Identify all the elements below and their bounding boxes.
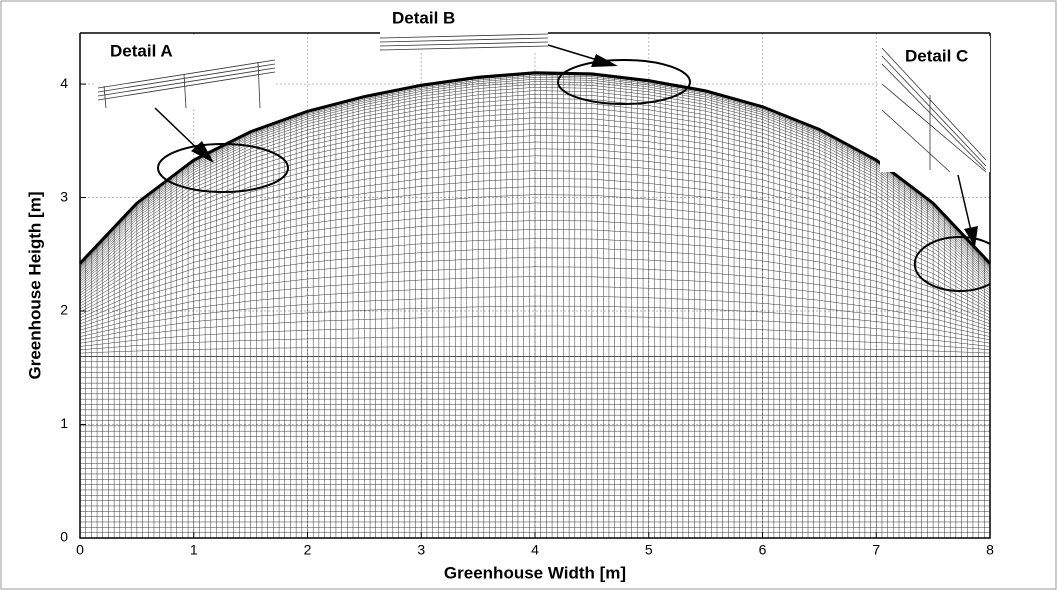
mesh-line bbox=[79, 81, 991, 267]
axes: 0 1 2 3 4 5 6 7 8 0 1 2 3 4 Greenhouse Width [m] Greenh… bbox=[25, 32, 994, 582]
mesh-line bbox=[79, 123, 991, 281]
mesh-line bbox=[79, 346, 991, 354]
mesh-line bbox=[79, 78, 991, 266]
arrow-heads bbox=[191, 54, 978, 247]
x-tick-label: 6 bbox=[759, 542, 767, 558]
mesh-line bbox=[79, 315, 991, 344]
annotation: Detail A bbox=[110, 41, 173, 60]
mesh-line bbox=[79, 90, 991, 270]
mesh-line bbox=[79, 220, 991, 313]
mesh-line bbox=[79, 211, 991, 310]
y-tick-label: 0 bbox=[60, 529, 68, 545]
mesh-line bbox=[79, 325, 991, 347]
x-axis-title: Greenhouse Width [m] bbox=[444, 563, 626, 582]
inset-c-lines bbox=[881, 47, 987, 173]
x-tick-label: 3 bbox=[417, 542, 425, 558]
y-tick-label: 2 bbox=[60, 302, 68, 318]
mesh-line bbox=[79, 276, 991, 331]
mesh-line bbox=[79, 98, 991, 272]
mesh-line bbox=[79, 94, 991, 271]
annotation: Detail C bbox=[905, 46, 968, 65]
mesh-line bbox=[79, 155, 991, 291]
mesh-line bbox=[79, 305, 991, 341]
y-axis-title: Greenhouse Heigth [m] bbox=[25, 192, 44, 380]
mesh-line bbox=[79, 202, 991, 307]
y-tick-label: 4 bbox=[60, 75, 68, 91]
y-tick-label: 3 bbox=[60, 188, 68, 204]
detail-ellipses bbox=[157, 59, 991, 292]
mesh-line bbox=[79, 86, 991, 269]
mesh-line bbox=[79, 335, 991, 351]
mesh-line bbox=[79, 129, 991, 283]
mesh-line bbox=[79, 117, 991, 279]
roof-group bbox=[78, 71, 992, 265]
mesh-line bbox=[79, 112, 991, 277]
mesh-line bbox=[79, 83, 991, 268]
mesh bbox=[79, 72, 991, 539]
y-tick-label: 1 bbox=[60, 415, 68, 431]
x-tick-label: 2 bbox=[304, 542, 312, 558]
x-tick-label: 5 bbox=[645, 542, 653, 558]
mesh-line bbox=[79, 135, 991, 285]
mesh-line bbox=[79, 170, 991, 296]
mesh-line bbox=[79, 229, 991, 316]
annotation: Detail B bbox=[392, 8, 455, 27]
mesh-line bbox=[79, 178, 991, 299]
mesh-line bbox=[79, 141, 991, 287]
x-tick-label: 1 bbox=[190, 542, 198, 558]
inset-b-lines bbox=[379, 33, 549, 51]
mesh-line bbox=[79, 148, 991, 289]
mesh-line bbox=[79, 194, 991, 304]
detail-insets: Detail A Detail B Detail C bbox=[95, 8, 991, 292]
x-tick-label: 7 bbox=[872, 542, 880, 558]
inset-b bbox=[380, 31, 548, 51]
mesh-line bbox=[79, 102, 991, 274]
mesh-line bbox=[79, 238, 991, 319]
mesh-line bbox=[79, 107, 991, 275]
x-tick-label: 4 bbox=[531, 542, 539, 558]
mesh-line bbox=[79, 257, 991, 325]
mesh-line bbox=[79, 286, 991, 334]
roof-line bbox=[78, 71, 992, 265]
mesh-line bbox=[79, 247, 991, 322]
x-tick-label: 0 bbox=[76, 542, 84, 558]
mesh-line bbox=[79, 162, 991, 294]
mesh-line bbox=[79, 295, 991, 337]
mesh-line bbox=[79, 266, 991, 328]
mesh-line bbox=[79, 186, 991, 301]
x-tick-label: 8 bbox=[986, 542, 994, 558]
inset-a-lines bbox=[97, 59, 276, 109]
inset-c bbox=[880, 36, 990, 172]
